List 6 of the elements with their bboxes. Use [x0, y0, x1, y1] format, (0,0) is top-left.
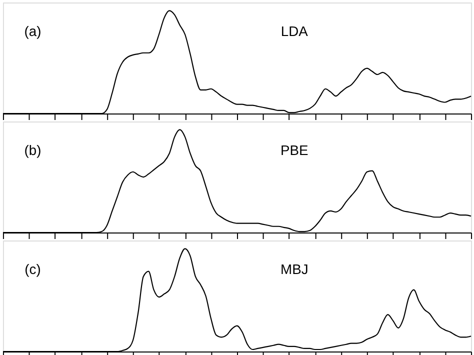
- annotation: PBE: [280, 142, 308, 158]
- annotation: MBJ: [280, 261, 308, 278]
- annotation: LDA: [280, 23, 309, 40]
- annotation: (a): [24, 23, 42, 40]
- annotation: (b): [24, 142, 42, 158]
- annotation: (c): [24, 261, 41, 278]
